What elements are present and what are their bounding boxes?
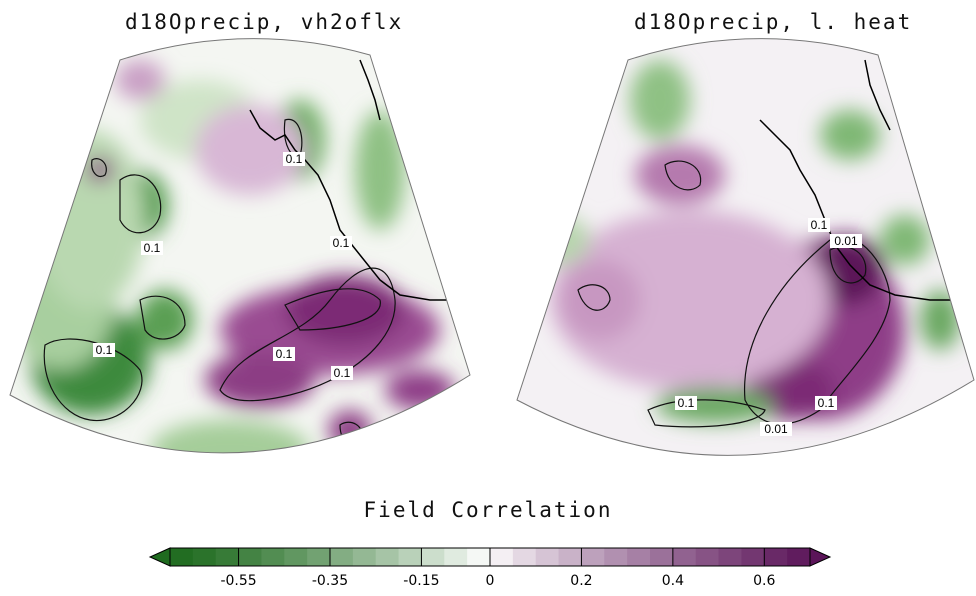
neg-field-area: [630, 60, 690, 140]
colorbar-segment: [398, 548, 422, 566]
colorbar-label: Field Correlation: [363, 498, 613, 522]
neg-field-area: [820, 110, 880, 160]
colorbar-segment: [512, 548, 537, 566]
colorbar-segment: [444, 548, 468, 566]
colorbar-tick-label: -0.35: [312, 573, 348, 589]
contour-labels-left: 0.1 0.1 0.1 0.1 0.1 0.1: [93, 152, 353, 380]
contour-labels-right: 0.1 0.01 0.1 0.1 0.01: [675, 218, 862, 436]
contour-line: [664, 160, 702, 191]
colorbar-segment: [604, 548, 628, 566]
contour-line: [743, 236, 891, 425]
colorbar-segment: [467, 548, 491, 566]
colorbar-segment: [284, 548, 308, 566]
map-title-left: d18Oprecip, vh2oflx: [125, 10, 404, 34]
colorbar-segment: [238, 548, 262, 566]
contour-label: 0.1: [678, 396, 695, 410]
pos-field-area: [635, 145, 725, 205]
colorbar-segment: [741, 548, 765, 566]
pos-field-area: [115, 60, 165, 100]
colorbar-segment: [375, 548, 400, 566]
colorbar-segment: [581, 548, 605, 566]
contour-line: [577, 284, 611, 311]
colorbar-segment: [307, 548, 331, 566]
neg-field-area: [35, 130, 145, 310]
pos-field-area: [86, 158, 114, 182]
neg-field-area: [920, 290, 960, 350]
colorbar-segment: [352, 548, 377, 566]
colorbar-segment: [695, 548, 720, 566]
colorbar-segment: [215, 548, 240, 566]
colorbar-segment: [490, 548, 514, 566]
colorbar-segment: [170, 548, 194, 566]
pos-field-area: [560, 260, 640, 340]
colorbar: -0.55 -0.35 -0.15 0 0.2 0.4 0.6: [148, 547, 832, 589]
coastline: [864, 59, 891, 131]
map-panel-right: [516, 38, 975, 456]
colorbar-tick-label: 0.6: [753, 573, 775, 589]
contour-label: 0.01: [764, 422, 788, 436]
map-border-right: [516, 38, 975, 456]
pos-field-area: [328, 410, 372, 450]
contour-label: 0.01: [834, 234, 858, 248]
map-border-left: [9, 38, 471, 454]
coastline: [359, 59, 381, 121]
contour-line: [284, 288, 381, 331]
colorbar-segment: [535, 548, 560, 566]
contour-line: [139, 295, 186, 340]
contour-label: 0.1: [811, 218, 828, 232]
colorbar-segment: [192, 548, 217, 566]
colorbar-segment: [261, 548, 285, 566]
colorbar-segment: [764, 548, 788, 566]
contour-line: [43, 338, 143, 422]
pos-field-area: [285, 275, 405, 345]
contour-label: 0.1: [818, 396, 835, 410]
colorbar-max-arrow: [809, 547, 832, 567]
contour-label: 0.1: [96, 343, 113, 357]
colorbar-segment: [330, 548, 354, 566]
colorbar-segment: [627, 548, 651, 566]
colorbar-segment: [718, 548, 742, 566]
pos-field-area: [205, 352, 315, 408]
contour-label: 0.1: [334, 366, 351, 380]
colorbar-tick-label: 0.4: [662, 573, 684, 589]
colorbar-min-arrow: [148, 547, 171, 567]
contour-line: [119, 174, 162, 234]
colorbar-tick-label: -0.55: [220, 573, 256, 589]
contour-label: 0.1: [144, 241, 161, 255]
colorbar-segment: [421, 548, 445, 566]
colorbar-tick-label: 0.2: [570, 573, 592, 589]
contour-line: [219, 267, 396, 402]
neg-field-area: [137, 290, 193, 350]
contour-label: 0.1: [333, 236, 350, 250]
colorbar-segment: [672, 548, 697, 566]
neg-field-area: [355, 110, 405, 230]
map-title-right: d18Oprecip, l. heat: [634, 10, 913, 34]
neg-field-area: [880, 215, 930, 265]
pos-field-area: [195, 105, 305, 195]
colorbar-segment: [558, 548, 582, 566]
contour-line: [91, 158, 107, 178]
colorbar-segment: [787, 548, 811, 566]
contour-label: 0.1: [286, 152, 303, 166]
colorbar-segment: [650, 548, 674, 566]
contour-label: 0.1: [276, 347, 293, 361]
neg-field-area: [530, 215, 590, 265]
neg-field-area: [150, 420, 310, 453]
coastline: [249, 109, 470, 301]
pos-field-area: [550, 210, 830, 390]
colorbar-tick-label: 0: [486, 573, 495, 589]
colorbar-tick-label: -0.15: [403, 573, 439, 589]
coastline: [759, 119, 974, 301]
map-panel-left: [9, 38, 471, 454]
